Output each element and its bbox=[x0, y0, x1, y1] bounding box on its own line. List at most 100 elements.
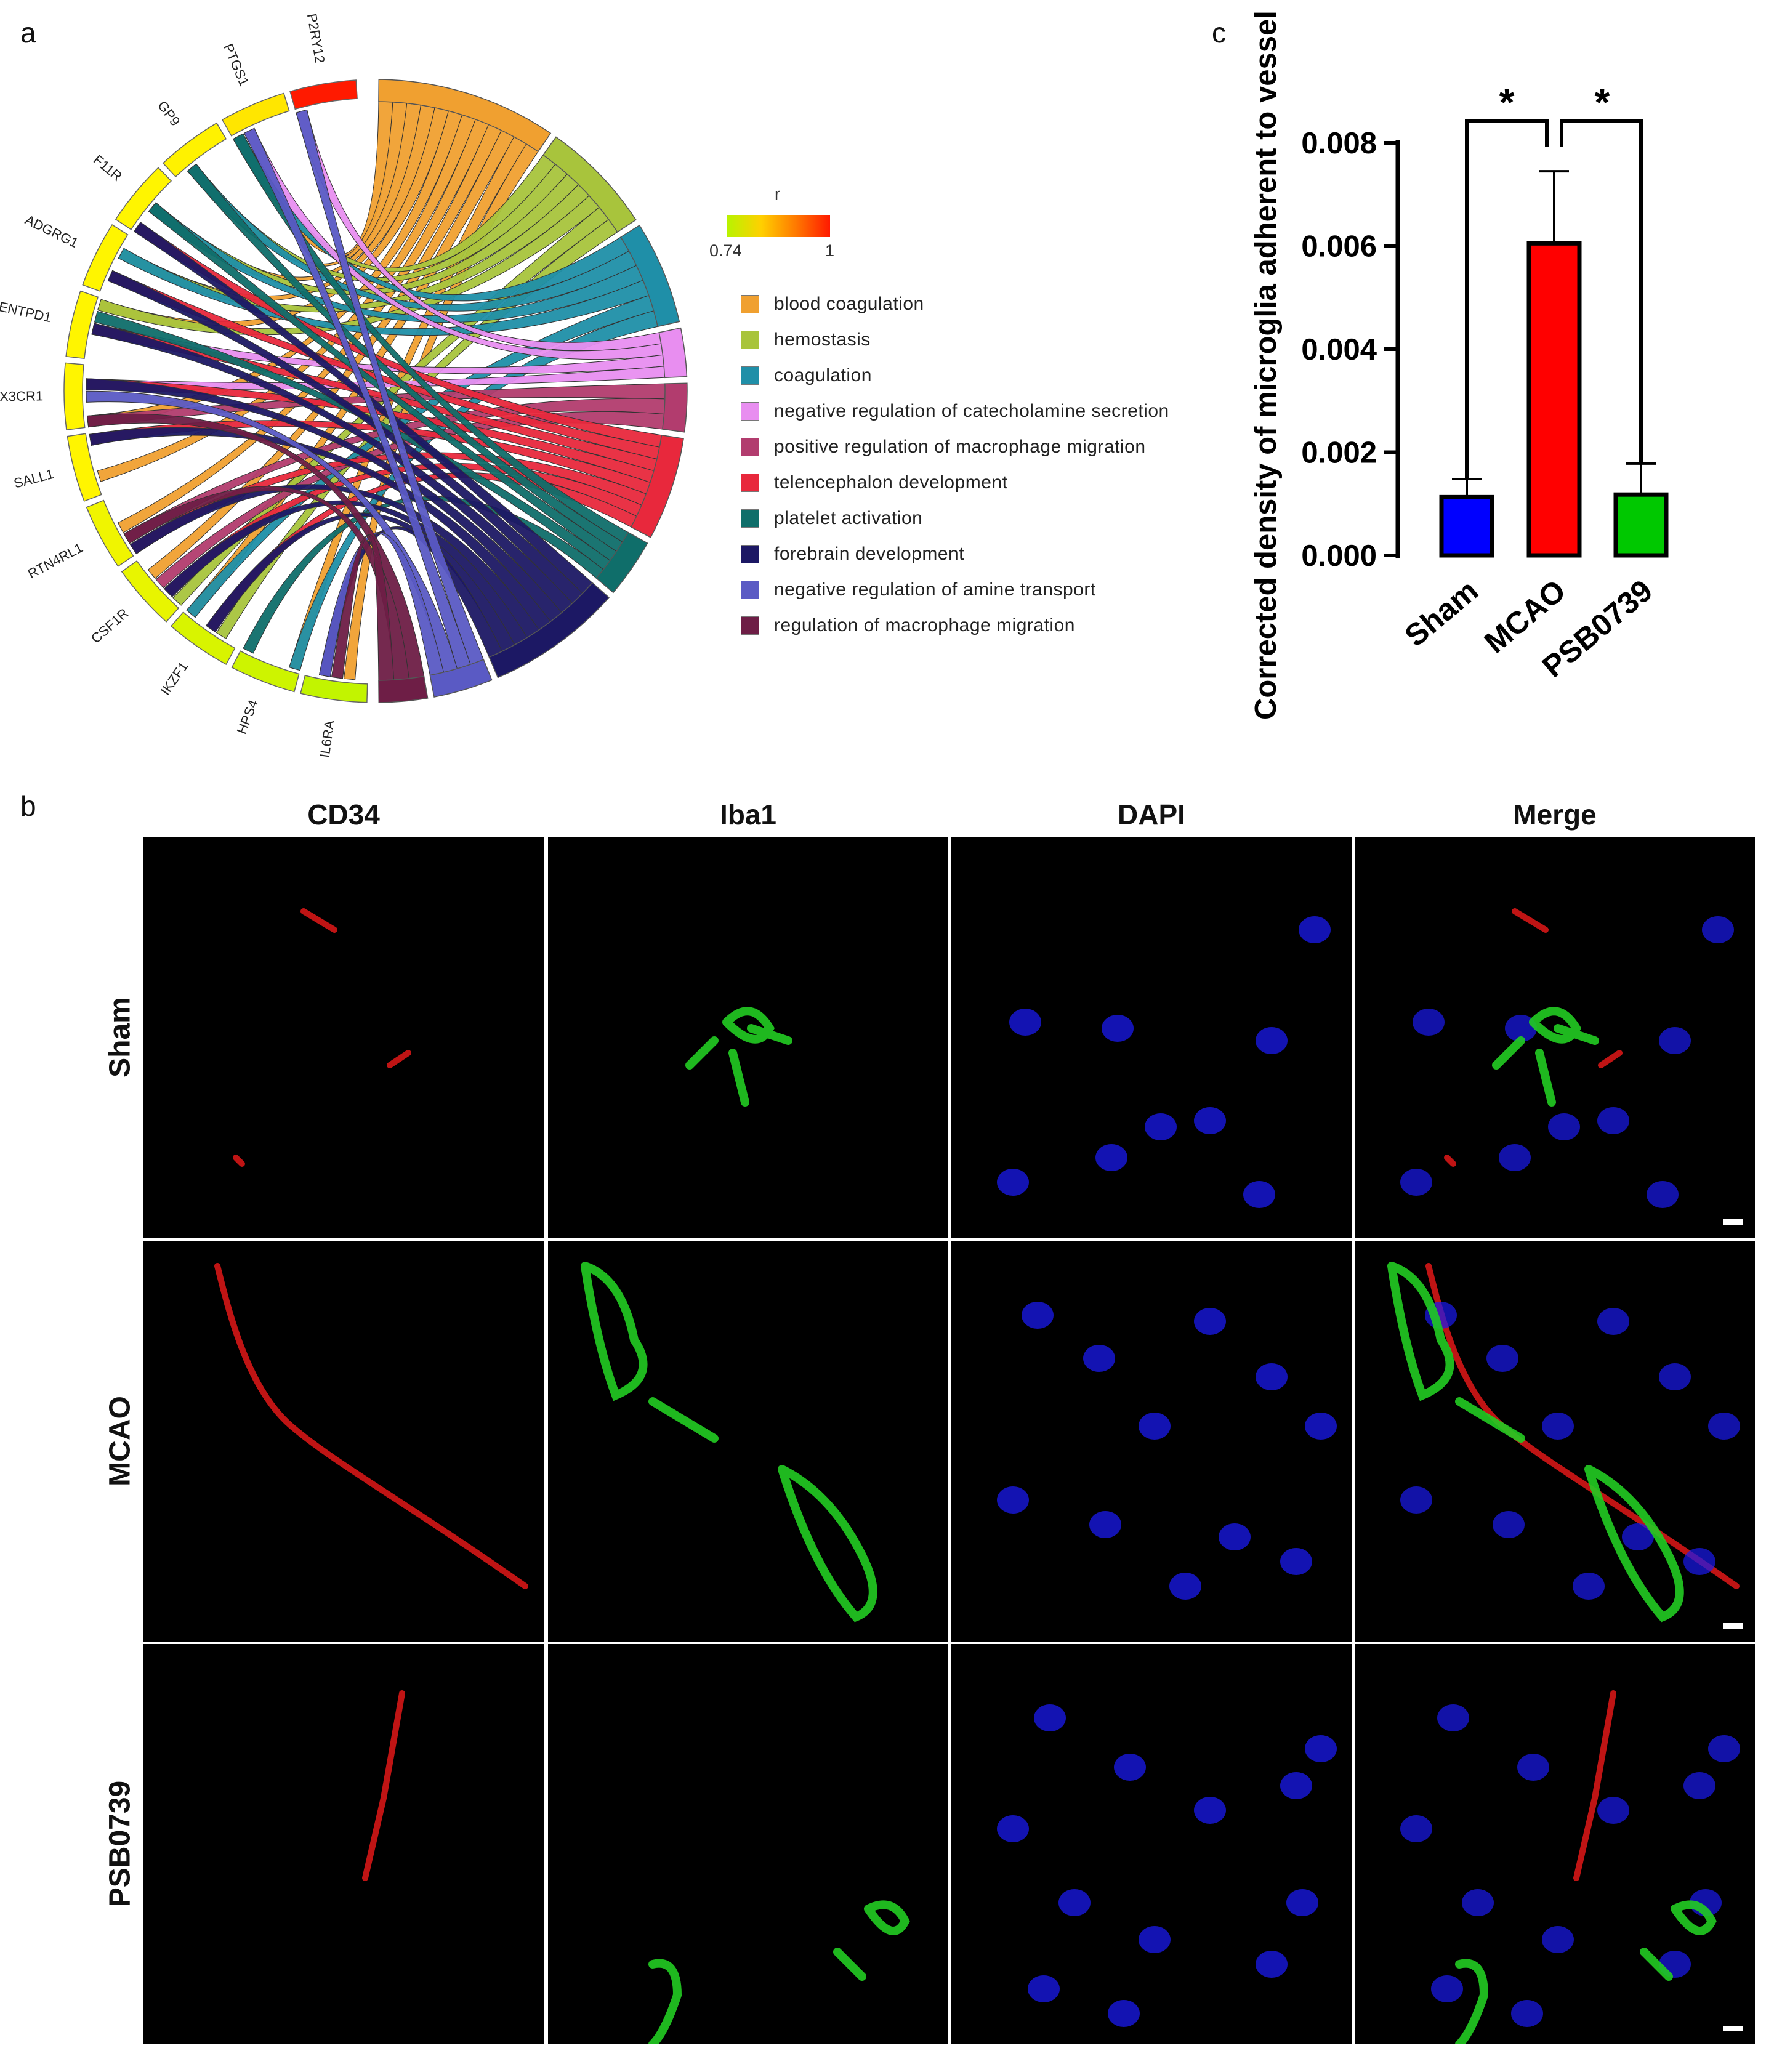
dapi-nucleus bbox=[1169, 1573, 1201, 1600]
dapi-nucleus bbox=[1139, 1926, 1171, 1953]
y-tick-label: 0.006 bbox=[1301, 230, 1377, 264]
micrograph-tile bbox=[951, 837, 1352, 1238]
bar-chart: Corrected density of microglia adherent … bbox=[1249, 12, 1669, 720]
legend-item: coagulation bbox=[741, 358, 1169, 393]
micrograph-tile bbox=[1355, 837, 1755, 1238]
dapi-nucleus bbox=[1219, 1523, 1251, 1550]
chord-ribbon bbox=[296, 109, 484, 665]
gene-label: CSF1R bbox=[88, 605, 132, 647]
iba1-microglia bbox=[581, 1262, 877, 1623]
legend-item: positive regulation of macrophage migrat… bbox=[741, 429, 1169, 465]
dapi-nucleus bbox=[1542, 1413, 1574, 1440]
color-scale-min: 0.74 bbox=[709, 241, 742, 260]
column-header: Iba1 bbox=[719, 799, 777, 831]
dapi-nucleus bbox=[1194, 1107, 1226, 1134]
dapi-nucleus bbox=[1400, 1169, 1432, 1196]
y-axis-label: Corrected density of microglia adherent … bbox=[1249, 12, 1283, 720]
dapi-nucleus bbox=[997, 1815, 1029, 1842]
scale-bar bbox=[1723, 2026, 1743, 2031]
dapi-nucleus bbox=[1256, 1951, 1288, 1978]
legend-label: regulation of macrophage migration bbox=[774, 615, 1075, 635]
dapi-nucleus bbox=[1058, 1889, 1091, 1916]
legend-label: blood coagulation bbox=[774, 294, 924, 314]
legend-swatch bbox=[741, 545, 759, 563]
legend-swatch bbox=[741, 581, 759, 599]
row-header: MCAO bbox=[103, 1396, 137, 1486]
micrograph-tile bbox=[951, 1644, 1352, 2044]
dapi-nucleus bbox=[1517, 1754, 1549, 1781]
legend-label: hemostasis bbox=[774, 329, 871, 350]
gene-arc bbox=[115, 167, 172, 230]
legend-item: blood coagulation bbox=[741, 286, 1169, 322]
micrograph-tile bbox=[143, 1241, 544, 1642]
dapi-nucleus bbox=[1243, 1181, 1275, 1208]
gene-label: GP9 bbox=[155, 98, 183, 129]
chord-ribbon bbox=[318, 532, 445, 677]
micrograph-tile bbox=[548, 1241, 948, 1642]
micrograph-tile bbox=[143, 837, 544, 1238]
dapi-nucleus bbox=[1028, 1975, 1060, 2002]
dapi-nucleus bbox=[1597, 1308, 1629, 1335]
y-tick-label: 0.008 bbox=[1301, 127, 1377, 160]
scale-bar bbox=[1723, 1623, 1743, 1629]
dapi-nucleus bbox=[1548, 1113, 1580, 1140]
term-arc bbox=[542, 136, 637, 233]
legend-swatch bbox=[741, 616, 759, 635]
dapi-nucleus bbox=[1089, 1511, 1121, 1538]
chord-ribbons bbox=[86, 101, 666, 681]
iba1-microglia bbox=[1387, 1262, 1684, 1623]
significance-star: * bbox=[1499, 80, 1515, 124]
cd34-vessel bbox=[233, 908, 411, 1167]
panel-label-a: a bbox=[20, 17, 36, 49]
dapi-nucleus bbox=[1022, 1302, 1054, 1329]
dapi-nucleus bbox=[1108, 2000, 1140, 2027]
iba1-microglia bbox=[1455, 1900, 1717, 2044]
dapi-nucleus bbox=[1486, 1345, 1518, 1372]
cd34-vessel bbox=[214, 1263, 528, 1589]
legend-swatch bbox=[741, 474, 759, 492]
dapi-nucleus bbox=[1299, 916, 1331, 943]
dapi-nucleus bbox=[1437, 1704, 1469, 1731]
dapi-nucleus bbox=[1034, 1704, 1066, 1731]
chord-ribbon bbox=[97, 114, 476, 482]
dapi-nucleus bbox=[1305, 1413, 1337, 1440]
legend-item: negative regulation of catecholamine sec… bbox=[741, 393, 1169, 429]
gene-arc bbox=[300, 675, 368, 703]
dapi-nucleus bbox=[1622, 1523, 1654, 1550]
dapi-nucleus bbox=[1647, 1181, 1679, 1208]
legend-swatch bbox=[741, 509, 759, 528]
micrograph-tile bbox=[1355, 1644, 1755, 2044]
legend-label: positive regulation of macrophage migrat… bbox=[774, 437, 1146, 457]
chord-ribbon bbox=[331, 534, 395, 681]
dapi-nucleus bbox=[1708, 1735, 1740, 1762]
dapi-nucleus bbox=[1400, 1815, 1432, 1842]
legend-item: hemostasis bbox=[741, 322, 1169, 358]
gene-arc bbox=[289, 79, 358, 110]
gene-arc bbox=[82, 224, 129, 292]
dapi-nucleus bbox=[1659, 1363, 1691, 1390]
gene-label: RTN4RL1 bbox=[25, 540, 86, 582]
gene-label: ENTPD1 bbox=[0, 299, 53, 325]
legend-swatch bbox=[741, 331, 759, 349]
bar-marks bbox=[1439, 170, 1669, 558]
legend-swatch bbox=[741, 366, 759, 385]
legend-label: negative regulation of amine transport bbox=[774, 579, 1096, 600]
column-header: CD34 bbox=[307, 799, 380, 831]
legend-label: coagulation bbox=[774, 365, 872, 385]
dapi-nucleus bbox=[1542, 1926, 1574, 1953]
gene-arc bbox=[86, 499, 134, 567]
significance-bracket bbox=[1465, 119, 1549, 478]
color-scale-max: 1 bbox=[825, 241, 835, 260]
gene-arc bbox=[221, 92, 290, 137]
color-scale-gradient bbox=[727, 215, 830, 237]
chord-ribbon bbox=[134, 222, 593, 594]
gene-label: F11R bbox=[91, 151, 125, 184]
bar bbox=[1526, 241, 1582, 558]
term-arc bbox=[630, 434, 684, 538]
y-tick-label: 0.004 bbox=[1301, 333, 1377, 366]
term-arc bbox=[488, 582, 610, 679]
dapi-nucleus bbox=[997, 1486, 1029, 1514]
dapi-nucleus bbox=[1139, 1413, 1171, 1440]
legend-label: telencephalon development bbox=[774, 472, 1008, 493]
dapi-nucleus bbox=[1683, 1772, 1715, 1799]
